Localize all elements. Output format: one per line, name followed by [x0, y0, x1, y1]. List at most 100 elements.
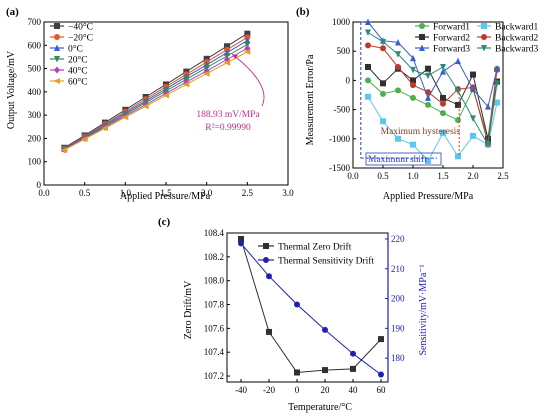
chart-a-legend-label: 60°C: [68, 77, 88, 88]
chart-a-series-line: [64, 51, 248, 151]
chart-c-ytick-label: 107.4: [204, 347, 225, 357]
chart-c-data-point: [378, 336, 384, 343]
chart-a-series-line: [64, 43, 248, 150]
chart-a-series-line: [64, 47, 248, 151]
chart-b-ytick-label: 0: [346, 75, 351, 85]
chart-a-data-point: [182, 81, 190, 88]
chart-b-data-point: [470, 85, 476, 93]
chart-b-series-line: [367, 32, 498, 147]
chart-a-series-line: [64, 40, 248, 150]
chart-c-xlabel: Temperature/°C: [288, 402, 352, 413]
chart-a-legend-marker: [54, 23, 60, 29]
chart-b-data-point: [455, 153, 461, 160]
chart-a-xlabel: Applied Pressure/MPa: [120, 191, 211, 202]
chart-c-xtick-label: 0: [295, 385, 300, 395]
chart-a-series-line: [64, 33, 248, 149]
chart-a-ytick-label: 200: [28, 133, 42, 143]
chart-c-ytick-label: 108.2: [204, 252, 224, 262]
chart-b-data-point: [485, 103, 491, 110]
chart-b-max-hysteresis-label: Maximum hysteresis: [381, 127, 461, 137]
chart-b-data-point: [425, 157, 431, 164]
chart-a-xtick-label: 3.0: [282, 188, 294, 198]
chart-b-legend-label: Backward2: [495, 34, 539, 44]
chart-c-data-point: [294, 301, 300, 308]
chart-a-ytick-label: 100: [28, 157, 42, 167]
chart-b-xtick-label: 1.0: [407, 171, 419, 181]
chart-a-data-point: [243, 48, 251, 55]
chart-a-data-point: [60, 147, 68, 154]
chart-b-data-point: [425, 65, 431, 72]
chart-c-xtick-label: 20: [321, 385, 331, 395]
chart-c-data-point: [266, 273, 272, 280]
chart-b-xtick-label: 1.5: [437, 171, 449, 181]
chart-b-data-point: [485, 141, 491, 149]
chart-b-data-point: [425, 72, 431, 80]
chart-b-legend-marker: [419, 44, 425, 51]
chart-b-xtick-label: 0.5: [377, 171, 389, 181]
chart-c-data-point: [322, 326, 328, 333]
chart-b-data-point: [485, 135, 491, 142]
chart-a-data-point: [203, 55, 210, 62]
chart-a-ytick-label: 400: [28, 87, 42, 97]
chart-a-xtick-label: 1.0: [120, 188, 132, 198]
chart-c-y2tick-label: 180: [391, 353, 405, 363]
panel-label-b: (b): [296, 6, 310, 18]
chart-c-data-point: [322, 367, 328, 374]
panel-label-c: (c): [158, 216, 171, 228]
chart-b-data-point: [470, 71, 476, 78]
chart-c-data-point: [294, 369, 300, 376]
chart-a-data-point: [121, 114, 129, 121]
chart-a-ytick-label: 600: [28, 40, 42, 50]
chart-b-max-shift-label: Maximum shift: [368, 154, 427, 165]
chart-a-data-point: [142, 103, 149, 110]
chart-a-annotation-arrow: [231, 53, 265, 107]
chart-b-plot-frame: [352, 21, 504, 169]
chart-a-legend-label: −20°C: [68, 33, 93, 44]
chart-b-legend-marker: [481, 45, 487, 52]
chart-b-data-point: [494, 80, 500, 87]
chart-b-data-point: [395, 63, 401, 70]
chart-b-data-point: [440, 68, 446, 75]
chart-b-data-point: [410, 54, 416, 62]
chart-a-xtick-label: 2.0: [201, 188, 213, 198]
chart-c-xtick-label: -40: [235, 385, 247, 395]
chart-b-xlabel: Applied Pressure/MPa: [383, 191, 474, 202]
chart-a-xtick-label: 0.0: [38, 188, 50, 198]
chart-c-data-point: [350, 350, 356, 357]
chart-b-legend-marker: [419, 23, 425, 29]
chart-b-series-line: [367, 44, 498, 144]
chart-c-y2tick-label: 210: [391, 264, 405, 274]
chart-a-data-point: [223, 59, 230, 66]
chart-c-ytick-label: 108.4: [204, 228, 225, 238]
chart-b-data-point: [440, 129, 446, 136]
chart-b-data-point: [365, 77, 371, 84]
chart-a-ytick-label: 700: [28, 17, 42, 27]
chart-a-legend-marker: [54, 66, 60, 74]
chart-b-series-line: [367, 21, 498, 108]
chart-c-ytick-label: 107.2: [204, 371, 224, 381]
chart-b-data-point: [365, 93, 371, 100]
chart-a-xtick-label: 2.5: [242, 188, 254, 198]
chart-b-legend-label: Forward2: [433, 34, 470, 44]
chart-c-series-line: [240, 243, 382, 376]
chart-a-legend-label: −40°C: [68, 22, 93, 33]
chart-b-data-point: [470, 132, 476, 139]
chart-b-data-point: [440, 94, 446, 101]
chart-a-legend-marker: [54, 34, 60, 40]
chart-b-data-point: [425, 94, 431, 101]
chart-b-legend-label: Forward3: [433, 45, 470, 55]
chart-c-y2tick-label: 200: [391, 294, 405, 304]
chart-c-xtick-label: 60: [377, 385, 387, 395]
chart-b-data-point: [380, 90, 386, 97]
chart-b-data-point: [494, 65, 500, 72]
chart-a-ytick-label: 0: [37, 180, 42, 190]
chart-a-data-point: [224, 43, 230, 50]
chart-c-ylabel: Zero Drift/mV: [183, 280, 194, 339]
chart-c-y2label: Sensitivity/mV·MPa⁻¹: [418, 264, 429, 355]
chart-a-xtick-label: 0.5: [79, 188, 91, 198]
chart-b-data-point: [380, 45, 386, 52]
chart-a-data-point: [244, 41, 251, 48]
chart-b-legend-marker: [481, 34, 487, 40]
chart-b-data-point: [440, 110, 446, 117]
panel-label-a: (a): [6, 6, 19, 18]
